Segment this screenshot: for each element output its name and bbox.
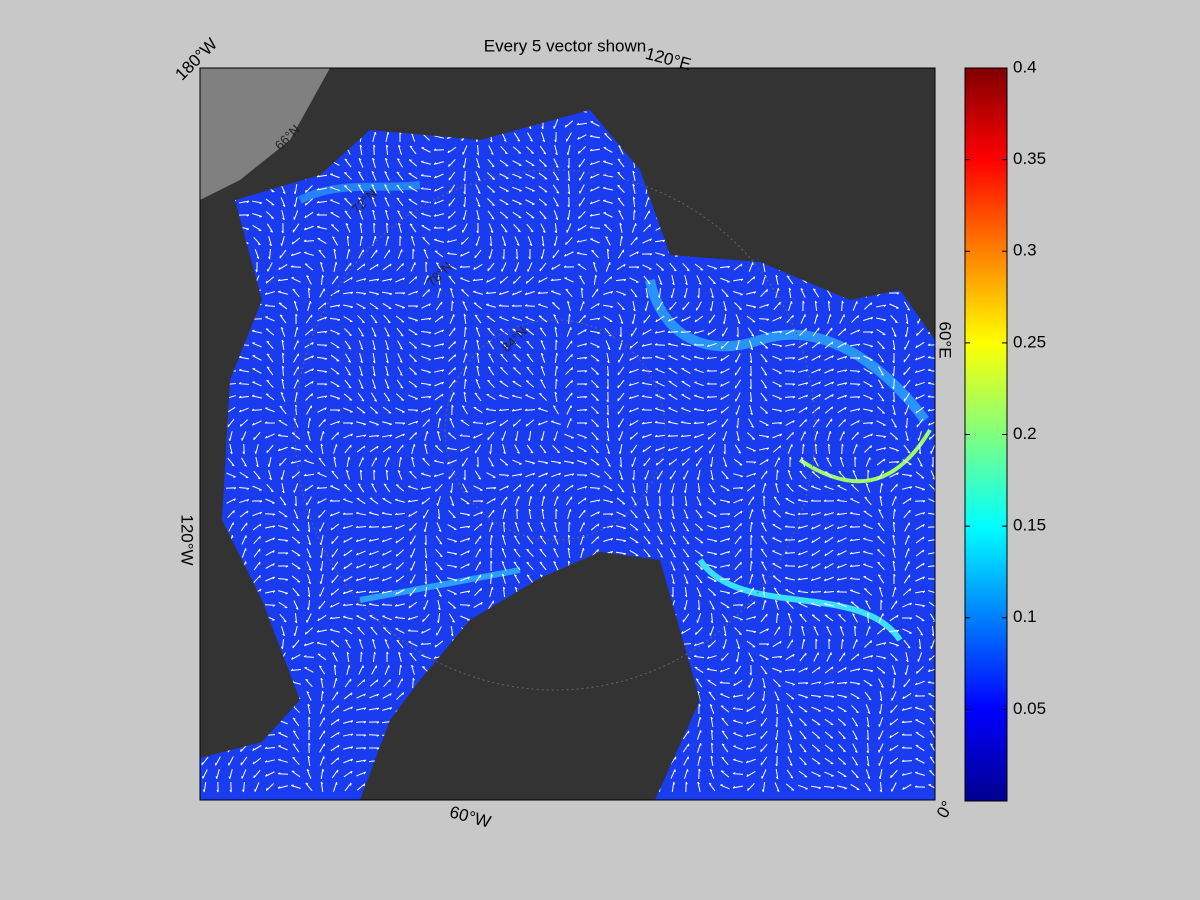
colorbar: 0.05 0.1 0.15 0.2 0.25 0.3 0.35 0.4 [964, 57, 1046, 802]
colorbar-tick-label: 0.35 [1013, 149, 1046, 168]
currents [200, 110, 935, 793]
lon-label: 120°W [178, 514, 197, 565]
graticule [444, 319, 666, 541]
lon-label: 60°W [448, 802, 493, 831]
colorbar-tick-label: 0.25 [1013, 332, 1046, 351]
title: Every 5 vector shown [484, 36, 647, 55]
colorbar-ramp [964, 67, 1008, 802]
colorbar-tick-label: 0.1 [1013, 607, 1037, 626]
vector-arrows [200, 110, 935, 793]
map-frame [199, 67, 936, 801]
lon-label: 0° [933, 798, 958, 822]
map-area [200, 68, 935, 800]
colorbar-tick-label: 0.15 [1013, 516, 1046, 535]
colorbar-tick-label: 0.2 [1013, 424, 1037, 443]
graticule [294, 169, 816, 691]
colorbar-tick-label: 0.05 [1013, 699, 1046, 718]
out-of-domain [200, 68, 330, 200]
colorbar-tick-label: 0.4 [1013, 57, 1037, 76]
lon-label: 60°E [936, 321, 955, 358]
colorbar-tick-label: 0.3 [1013, 241, 1037, 260]
